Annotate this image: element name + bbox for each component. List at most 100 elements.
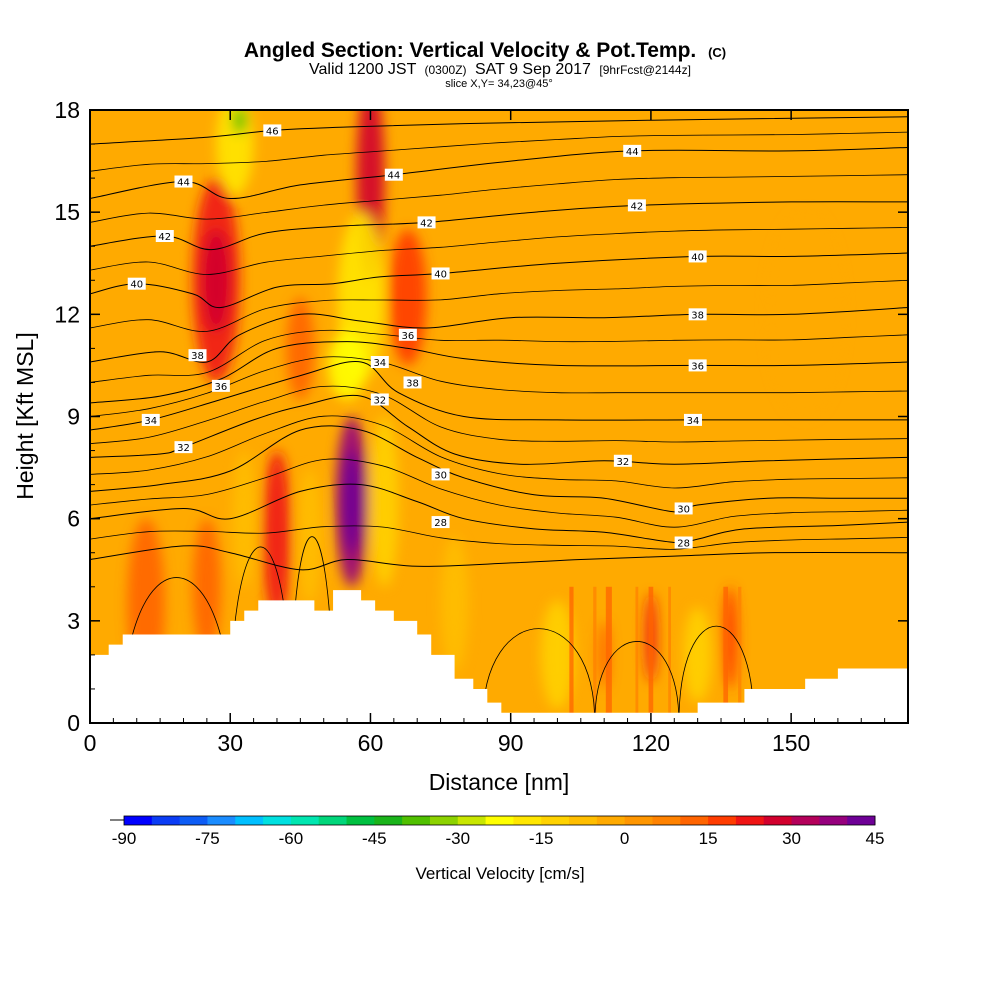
contour-label-box [674,536,693,549]
contour-label-box [174,175,193,188]
contour-label-text: 32 [373,395,386,406]
contour-label: 44 [174,175,193,189]
y-tick-label: 12 [54,301,80,327]
contour-label-text: 36 [215,382,228,393]
contour-label: 30 [431,468,450,481]
colorbar-swatch [290,816,320,825]
contour-label-text: 38 [406,378,419,389]
colorbar: -90 -75 -60 -45 -30 -15 0 15 30 45 [110,815,884,848]
contour-label-text: 28 [434,518,447,529]
contour-label-text: 28 [677,539,690,550]
theta-dome-3 [482,628,596,723]
contour-label-text: 42 [420,218,433,229]
chart-title-unit: (C) [708,45,726,60]
contour-label-box [127,277,146,290]
colorbar-swatch [124,816,153,825]
contour-label: 42 [155,230,174,243]
velocity-cell-13 [298,467,322,604]
contour-label-text: 40 [691,252,704,263]
colorbar-swatch [346,816,375,825]
colorbar-swatch [235,816,264,825]
contour-label-text: 46 [266,126,279,137]
theta-contour-40 [90,252,908,309]
colorbar-swatch [429,816,459,825]
contour-label-box [623,144,642,157]
contour-label-text: 30 [434,470,447,481]
contour-label: 32 [613,454,632,468]
theta-contour-26 [90,545,908,571]
contour-label-text: 36 [401,331,414,342]
velocity-stripe-7 [738,586,742,723]
colorbar-swatch [708,816,737,825]
contour-label: 42 [627,199,646,212]
contour-label-text: 34 [687,416,700,427]
contour-label-box [688,359,707,372]
potential-temperature-contours [90,116,908,723]
velocity-cell-12 [370,416,399,587]
chart-title: Angled Section: Vertical Velocity & Pot.… [244,39,726,62]
contour-label-text: 30 [677,504,690,515]
terrain-mask [90,590,908,723]
contour-label-text: 44 [177,178,190,189]
contour-label: 38 [688,308,707,321]
velocity-cell-20 [440,535,469,672]
contour-label-text: 38 [191,351,204,362]
contour-label: 36 [211,379,230,393]
colorbar-tick-label: 30 [782,829,801,848]
theta-contour-minor [90,458,908,528]
contour-label: 34 [141,413,160,427]
velocity-stripe-0 [569,586,574,723]
contour-label-text: 34 [144,416,157,427]
contour-label-text: 42 [631,201,644,212]
y-tick-label: 9 [67,404,80,430]
x-axis-title: Distance [nm] [429,769,570,795]
contour-label: 46 [263,124,282,137]
contour-label-text: 38 [691,310,704,321]
contour-label-text: 42 [158,232,171,243]
contour-label: 34 [683,413,702,427]
contour-label: 44 [623,144,642,158]
theta-contour-34 [90,361,908,431]
colorbar-swatch [763,816,793,825]
theta-contour-minor [90,525,908,550]
theta-contour-28 [90,483,908,544]
contour-label-box [683,413,702,426]
plot-area: 46 44 42 40 38 36 34 32 44 42 40 36 34 38 32 30 28 44 42 40… [90,110,908,723]
chart-slice-info: slice X,Y= 34,23@45° [445,78,553,90]
y-tick-label: 3 [67,608,80,634]
contour-label-text: 36 [691,361,704,372]
colorbar-swatch [151,816,181,825]
velocity-stripes [569,586,742,723]
colorbar-swatch [513,816,542,825]
velocity-cell-3 [232,110,247,134]
velocity-stripe-5 [668,586,672,723]
contour-label-box [688,250,707,263]
theta-contour-minor [90,415,908,489]
contour-labels: 46 44 42 40 38 36 34 32 44 42 40 36 34 38 32 30 28 44 42 40… [127,124,707,550]
contour-label-box [431,267,450,280]
contour-label-text: 32 [177,443,190,454]
velocity-cell-1 [202,229,231,332]
colorbar-tick-label: -45 [362,829,387,848]
contour-label-box [431,468,450,481]
velocity-stripe-3 [635,586,639,723]
colorbar-swatch [179,816,208,825]
contour-label-box [174,441,193,454]
theta-contour-44 [90,147,908,200]
contour-label-box [398,328,417,341]
velocity-stripe-4 [648,586,654,723]
contour-label-text: 34 [373,358,386,369]
contour-label: 42 [417,216,436,229]
colorbar-swatch [318,816,348,825]
colorbar-swatch [847,816,876,825]
contour-label: 32 [174,441,193,454]
velocity-cell-2 [216,110,254,196]
y-axis-title: Height [Kft MSL] [12,332,38,499]
velocity-cell-11 [342,450,362,553]
contour-label-box [141,413,160,426]
velocity-cell-22 [192,518,221,655]
velocity-stripe-1 [593,586,597,723]
colorbar-swatch [652,816,681,825]
